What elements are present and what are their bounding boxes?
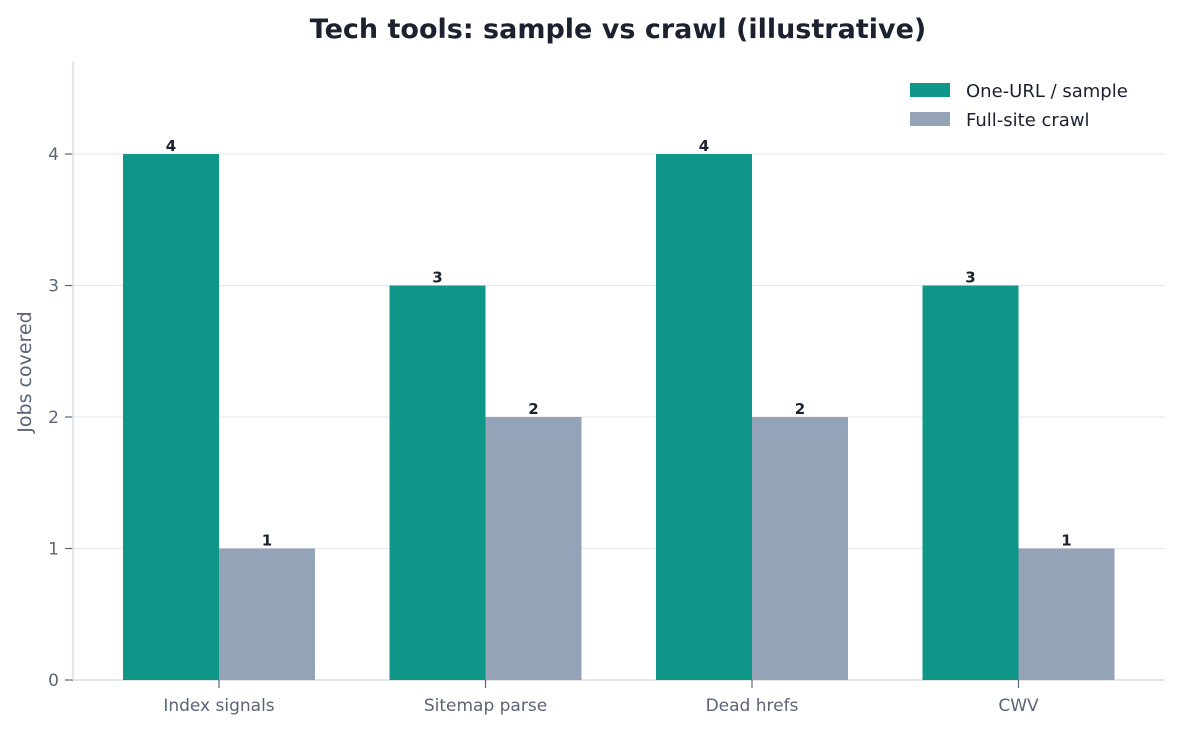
bar-crawl (219, 548, 315, 680)
x-tick-label: Dead hrefs (706, 696, 799, 716)
legend-label: One-URL / sample (966, 81, 1128, 102)
bar-value-label: 4 (166, 137, 176, 155)
y-tick-label: 3 (48, 277, 59, 297)
bar-value-label: 1 (262, 532, 272, 550)
bars (123, 154, 1115, 681)
bar-value-label: 2 (795, 400, 805, 418)
bar-crawl (752, 417, 848, 680)
legend: One-URL / sample Full-site crawl (910, 81, 1128, 131)
y-tick-label: 2 (48, 408, 59, 428)
bar-crawl (1018, 548, 1115, 680)
bar-crawl (485, 417, 582, 680)
x-tick-label: CWV (998, 696, 1039, 716)
bar-value-label: 4 (699, 137, 709, 155)
bar-value-label: 1 (1061, 532, 1071, 550)
bar-sample (389, 285, 486, 680)
x-tick-label: Index signals (163, 696, 274, 716)
chart-title: Tech tools: sample vs crawl (illustrativ… (310, 14, 926, 45)
tick-labels: 0 1 2 3 4 Index signals Sitemap parse Dead href… (48, 145, 1039, 716)
y-tick-label: 0 (48, 671, 59, 691)
legend-swatch (910, 83, 950, 97)
legend-label: Full-site crawl (966, 110, 1090, 131)
bar-value-label: 3 (432, 269, 442, 287)
bar-value-label: 3 (965, 269, 975, 287)
bar-value-label: 2 (528, 400, 538, 418)
bar-sample (123, 154, 219, 681)
y-tick-label: 1 (48, 540, 59, 560)
x-tick-label: Sitemap parse (424, 696, 547, 716)
bar-sample (656, 154, 752, 681)
legend-swatch (910, 112, 950, 126)
y-axis-label: Jobs covered (14, 311, 36, 433)
bar-sample (922, 285, 1019, 680)
y-tick-label: 4 (48, 145, 59, 165)
data-labels: 4 1 3 2 4 2 3 1 (166, 137, 1072, 549)
